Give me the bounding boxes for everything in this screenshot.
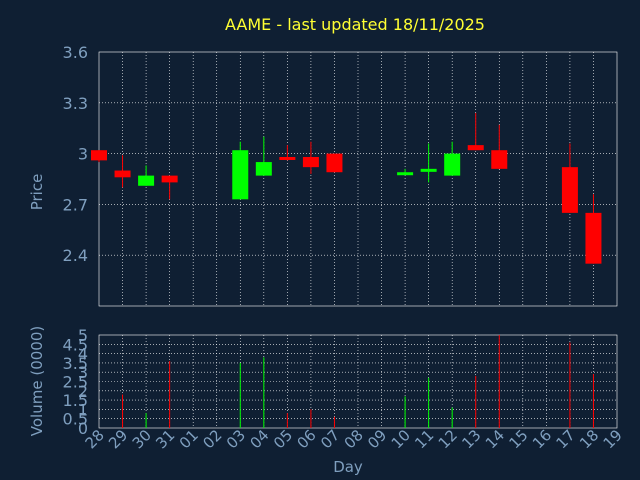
candle-body xyxy=(491,150,507,169)
candle-body xyxy=(256,162,272,176)
x-tick-label: 15 xyxy=(505,426,531,452)
x-tick-label: 18 xyxy=(576,426,602,452)
x-tick-label: 16 xyxy=(529,426,555,452)
candle-body xyxy=(279,157,295,160)
candle-body xyxy=(138,176,154,186)
candle-body xyxy=(421,169,437,172)
price-axis-label: Price xyxy=(28,174,46,211)
price-tick-label: 2.7 xyxy=(63,195,88,214)
x-tick-label: 05 xyxy=(270,426,296,452)
x-tick-label: 31 xyxy=(152,426,178,452)
x-tick-label: 19 xyxy=(600,426,626,452)
x-tick-label: 12 xyxy=(435,426,461,452)
x-tick-label: 02 xyxy=(199,426,225,452)
candle-body xyxy=(468,145,484,150)
candle-body xyxy=(326,154,342,173)
candle-body xyxy=(115,171,131,178)
x-tick-label: 07 xyxy=(317,426,343,452)
x-tick-label: 06 xyxy=(294,426,320,452)
x-tick-label: 03 xyxy=(223,426,249,452)
x-tick-label: 30 xyxy=(129,426,155,452)
volume-axis-label: Volume (0000) xyxy=(28,326,46,436)
candle-body xyxy=(303,157,319,167)
x-tick-label: 29 xyxy=(105,426,131,452)
candle-body xyxy=(162,176,178,183)
candle-body xyxy=(562,167,578,213)
x-axis-label: Day xyxy=(333,458,363,476)
price-tick-label: 3 xyxy=(78,145,88,164)
x-tick-label: 04 xyxy=(246,426,272,452)
x-tick-label: 13 xyxy=(458,426,484,452)
x-tick-label: 11 xyxy=(411,426,437,452)
candle-body xyxy=(91,150,107,160)
price-tick-label: 2.4 xyxy=(63,246,88,265)
x-tick-label: 14 xyxy=(482,426,508,452)
chart-title: AAME - last updated 18/11/2025 xyxy=(225,15,485,34)
candle-body xyxy=(232,150,248,199)
candle-body xyxy=(397,172,413,175)
candle-body xyxy=(444,154,460,176)
x-tick-label: 08 xyxy=(341,426,367,452)
x-tick-label: 10 xyxy=(388,426,414,452)
candles-group xyxy=(91,113,601,428)
x-tick-label: 01 xyxy=(176,426,202,452)
x-tick-label: 09 xyxy=(364,426,390,452)
x-tick-label: 17 xyxy=(553,426,579,452)
price-tick-label: 3.6 xyxy=(63,43,88,62)
candle-body xyxy=(585,213,601,264)
price-tick-label: 3.3 xyxy=(63,94,88,113)
